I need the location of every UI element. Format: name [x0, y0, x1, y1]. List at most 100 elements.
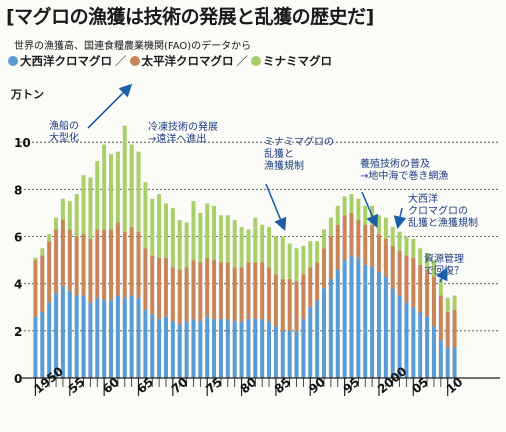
bar-segment-pacific: [308, 267, 313, 308]
bar-segment-atlantic: [109, 300, 114, 378]
bar-segment-southern: [273, 236, 278, 275]
bar-segment-atlantic: [280, 330, 285, 378]
bar-segment-atlantic: [315, 300, 320, 378]
bar-segment-southern: [95, 161, 100, 230]
bar-segment-southern: [260, 224, 265, 263]
bar-segment-pacific: [376, 234, 381, 272]
bar-segment-pacific: [170, 267, 175, 322]
bar-segment-southern: [184, 222, 189, 268]
bar-segment-atlantic: [212, 319, 217, 378]
bar-segment-pacific: [163, 257, 168, 317]
bar-segment-southern: [452, 295, 457, 310]
bar-segment-pacific: [397, 250, 402, 296]
bar-segment-southern: [122, 125, 127, 232]
bar-segment-pacific: [157, 257, 162, 320]
bar-segment-southern: [246, 229, 251, 263]
bar-segment-atlantic: [239, 321, 244, 378]
chart-title: [マグロの漁獲は技術の発展と乱獲の歴史だ]: [6, 6, 374, 28]
bar-segment-atlantic: [218, 319, 223, 378]
y-tick-label: 8: [14, 183, 22, 197]
bar-segment-pacific: [425, 269, 430, 317]
bar-segment-pacific: [54, 229, 59, 294]
bar-segment-southern: [349, 194, 354, 213]
bar-segment-pacific: [205, 257, 210, 317]
chart-subtitle: 世界の漁獲高、国連食糧農業機関(FAO)のデータから: [14, 41, 252, 52]
bar-segment-southern: [397, 231, 402, 251]
bar-segment-atlantic: [191, 319, 196, 378]
bar-segment-atlantic: [95, 297, 100, 378]
y-unit-label: 万トン: [11, 88, 44, 101]
bar-segment-atlantic: [370, 267, 375, 378]
bar-segment-atlantic: [67, 290, 72, 378]
bar-segment-atlantic: [232, 321, 237, 378]
bar-segment-pacific: [232, 267, 237, 322]
bar-segment-pacific: [322, 248, 327, 289]
bar-segment-atlantic: [40, 311, 45, 378]
annotation-arrow: [265, 183, 287, 231]
bar-segment-pacific: [129, 227, 134, 296]
bar-segment-southern: [60, 198, 65, 220]
bar-segment-atlantic: [163, 316, 168, 378]
bar-segment-southern: [383, 217, 388, 239]
bar-segment-pacific: [143, 248, 148, 310]
legend-separator: ／: [115, 54, 127, 68]
bar-segment-pacific: [390, 245, 395, 289]
bar-segment-pacific: [418, 264, 423, 312]
annotation-text: 漁獲規制: [264, 159, 304, 172]
bar-segment-southern: [253, 217, 258, 263]
bar-segment-southern: [267, 227, 272, 268]
y-tick-label: 2: [14, 325, 22, 339]
annotation-arrow: [393, 207, 407, 230]
bar-segment-pacific: [150, 255, 155, 315]
legend-swatch-southern: [251, 56, 261, 66]
bar-segment-atlantic: [273, 326, 278, 378]
bar-segment-pacific: [191, 260, 196, 320]
bar-segment-southern: [205, 203, 210, 258]
bar-segment-southern: [425, 253, 430, 270]
bar-segment-southern: [115, 151, 120, 223]
bar-segment-atlantic: [418, 311, 423, 378]
bar-segment-pacific: [411, 257, 416, 308]
bar-segment-pacific: [74, 236, 79, 296]
annotation-text: 乱獲と漁獲規制: [408, 216, 478, 229]
bar-segment-pacific: [177, 269, 182, 324]
bar-segment-pacific: [239, 267, 244, 322]
bar-segment-atlantic: [445, 347, 450, 378]
bar-segment-southern: [356, 198, 361, 220]
bar-segment-southern: [40, 248, 45, 256]
bar-segment-southern: [81, 175, 86, 235]
bar-segment-southern: [88, 177, 93, 239]
bar-segment-pacific: [287, 278, 292, 331]
bar-segment-southern: [102, 144, 107, 230]
bar-segment-atlantic: [246, 319, 251, 378]
y-tick-label: 6: [14, 231, 22, 245]
bar-segment-pacific: [40, 255, 45, 312]
bar-segment-atlantic: [308, 307, 313, 378]
bar-segment-pacific: [260, 262, 265, 320]
bar-segment-atlantic: [225, 319, 230, 378]
bar-segment-southern: [74, 194, 79, 237]
bar-segment-atlantic: [74, 295, 79, 378]
bar-segment-pacific: [280, 278, 285, 331]
annotation-text: ミナミマグロの: [264, 135, 334, 148]
bar-segment-southern: [308, 241, 313, 268]
bar-segment-atlantic: [115, 295, 120, 378]
bar-segment-pacific: [335, 224, 340, 270]
bar-segment-pacific: [33, 260, 38, 317]
bar-segment-southern: [445, 297, 450, 312]
bar-segment-southern: [315, 241, 320, 263]
bar-segment-pacific: [212, 260, 217, 320]
annotation-arrow: [361, 191, 379, 228]
bar-segment-atlantic: [122, 297, 127, 378]
bar-segment-pacific: [294, 281, 299, 331]
bar-segment-atlantic: [60, 286, 65, 378]
annotation-text: 大型化: [49, 131, 79, 144]
bar-segment-pacific: [383, 238, 388, 277]
bar-segment-atlantic: [177, 323, 182, 378]
bar-segment-atlantic: [81, 295, 86, 378]
bar-segment-southern: [363, 205, 368, 225]
bar-segment-pacific: [342, 215, 347, 261]
legend-item-southern: ミナミマグロ: [251, 53, 332, 69]
bar-segment-southern: [404, 236, 409, 256]
